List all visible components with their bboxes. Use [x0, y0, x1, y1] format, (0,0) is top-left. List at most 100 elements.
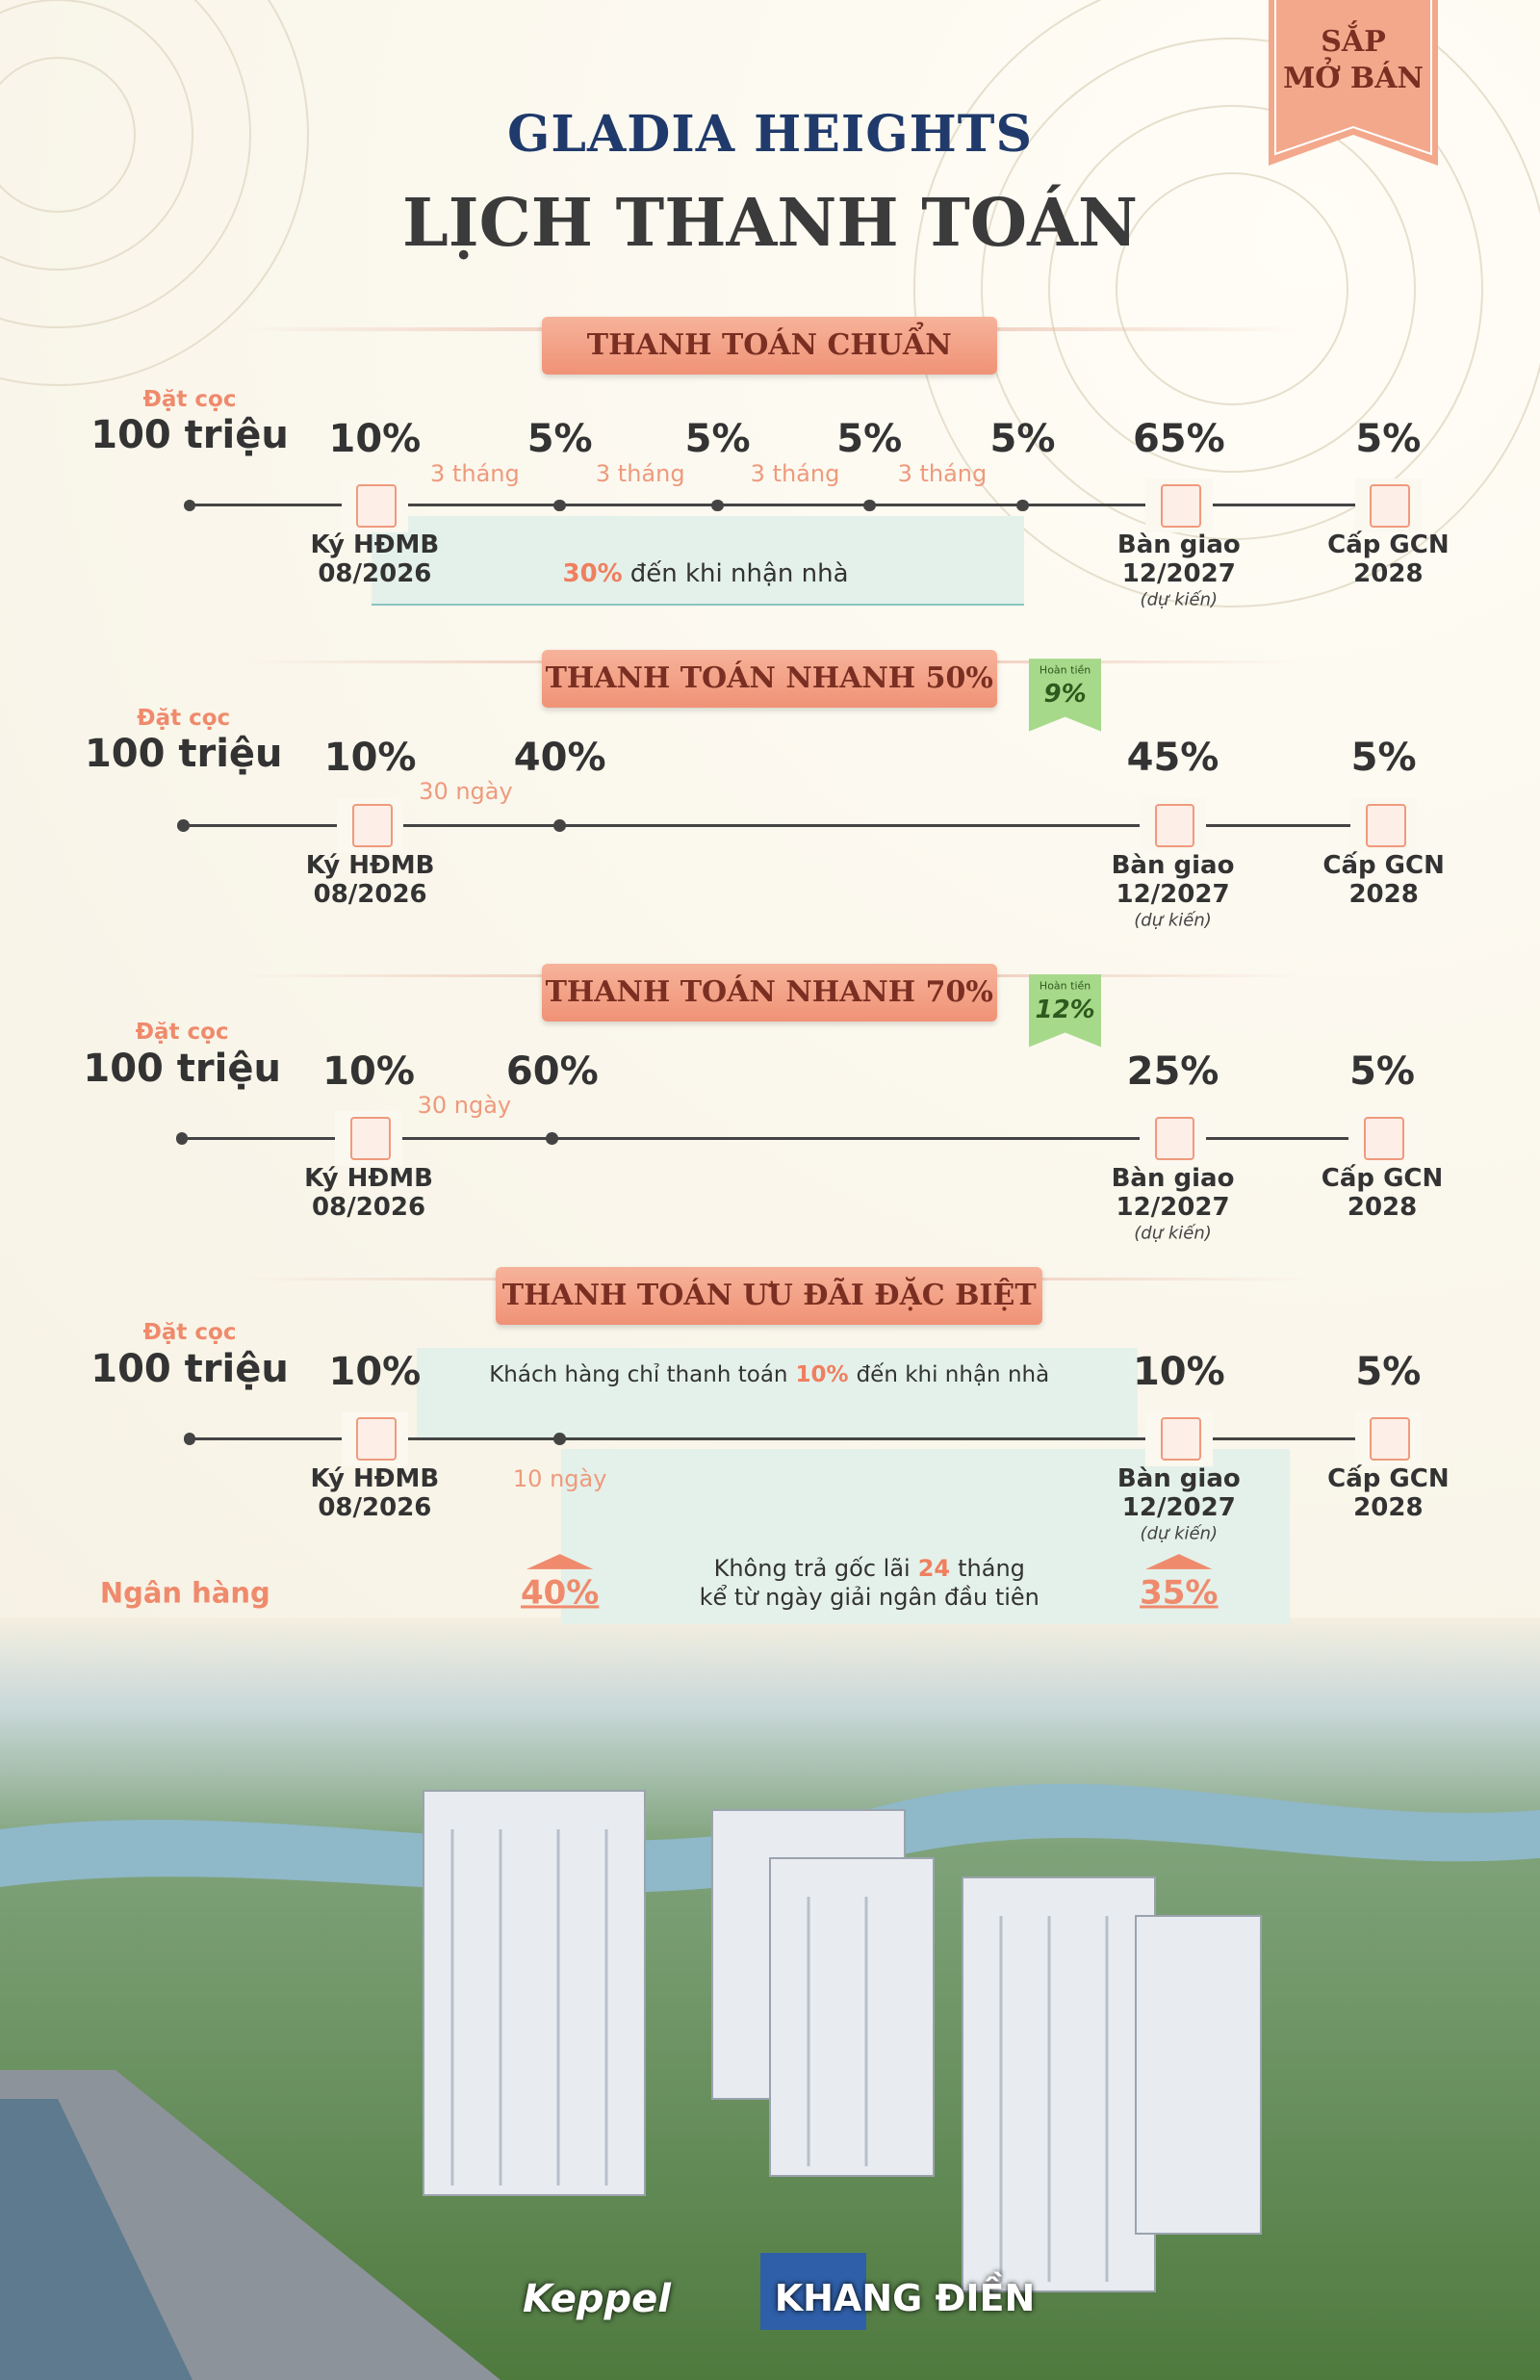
- stop-percent: 45%: [1126, 735, 1219, 780]
- logo-khang-dien: KHANG ĐIỀN: [774, 2277, 1036, 2320]
- stop-percent: 10%: [1132, 1350, 1225, 1395]
- stop-percent: 5%: [836, 416, 903, 461]
- stop-icon: [350, 1117, 391, 1161]
- note-text: đến khi nhận nhà: [629, 559, 849, 589]
- page-title: LỊCH THANH TOÁN: [401, 184, 1139, 262]
- deposit-amount: 100 triệu: [83, 1046, 281, 1091]
- bank-text: tháng: [958, 1555, 1025, 1583]
- badge-line: SẮP: [1321, 24, 1386, 59]
- interval: 10 ngày: [512, 1465, 607, 1493]
- stop-percent: 5%: [684, 416, 751, 461]
- interval: 30 ngày: [417, 1092, 512, 1120]
- stop-note: (dự kiến): [1134, 1223, 1212, 1244]
- bank-text: Không trả gốc lãi: [713, 1555, 911, 1583]
- stop-icon: [1370, 1417, 1411, 1462]
- stop-icon: [1154, 804, 1195, 848]
- timeline: [190, 504, 1389, 507]
- dot: [1016, 499, 1029, 512]
- dot: [183, 499, 196, 512]
- timeline: [183, 823, 1384, 828]
- deposit-label: Đặt cọc: [135, 1019, 229, 1045]
- stop-date: 2028: [1348, 880, 1419, 910]
- interval: 3 tháng: [595, 460, 685, 488]
- refund-value: 9%: [1043, 680, 1087, 710]
- stop-note: (dự kiến): [1140, 589, 1219, 610]
- bank-label: Ngân hàng: [99, 1576, 270, 1610]
- note-highlight: 30%: [562, 559, 623, 589]
- interval: 3 tháng: [897, 460, 988, 488]
- dot: [177, 819, 191, 832]
- bank-note: Không trả gốc lãi 24 tháng: [710, 1555, 1029, 1583]
- stop-note: (dự kiến): [1134, 910, 1212, 931]
- stop-date: 12/2027: [1121, 1492, 1236, 1522]
- note-band: [417, 1347, 1139, 1439]
- dot: [183, 1433, 196, 1445]
- interval: 30 ngày: [419, 778, 513, 806]
- plan-header: [496, 1267, 1042, 1326]
- bank-note-line2: kể từ ngày giải ngân đầu tiên: [699, 1584, 1040, 1612]
- stop-date: 2028: [1347, 1192, 1418, 1222]
- refund-label: Hoàn tiền: [1039, 979, 1091, 993]
- bank-band: [561, 1449, 1290, 1624]
- plan-title: THANH TOÁN CHUẨN: [586, 328, 952, 363]
- stop-icon: [356, 483, 398, 528]
- stop-label: Bàn giao: [1116, 530, 1241, 560]
- stop-icon: [1365, 804, 1406, 848]
- stop-label: Ký HĐMB: [310, 1463, 440, 1493]
- deposit-label: Đặt cọc: [142, 386, 237, 412]
- stop-date: 2028: [1353, 559, 1424, 589]
- stop-label: Cấp GCN: [1322, 851, 1445, 881]
- stop-label: Cấp GCN: [1327, 1463, 1450, 1493]
- stop-percent: 10%: [323, 735, 417, 780]
- stop-percent: 10%: [322, 1048, 415, 1094]
- stop-date: 08/2026: [318, 1492, 432, 1522]
- stop-note: (dự kiến): [1140, 1523, 1219, 1544]
- plan-title: THANH TOÁN NHANH 50%: [545, 660, 993, 695]
- dot: [711, 499, 724, 512]
- interval: 3 tháng: [430, 460, 520, 488]
- stop-label: Ký HĐMB: [305, 851, 435, 881]
- deposit-label: Đặt cọc: [137, 705, 231, 731]
- stop-icon: [1160, 1417, 1201, 1462]
- stop-date: 08/2026: [318, 559, 432, 589]
- stop-icon: [1364, 1117, 1404, 1161]
- note: Khách hàng chỉ thanh toán 10% đến khi nhận…: [485, 1362, 1053, 1387]
- deposit-amount: 100 triệu: [90, 413, 289, 458]
- stop-date: 12/2027: [1116, 1192, 1230, 1222]
- stop-date: 08/2026: [312, 1192, 426, 1222]
- plan-header: [541, 963, 997, 1022]
- plan-title: THANH TOÁN ƯU ĐÃI ĐẶC BIỆT: [501, 1278, 1037, 1312]
- plan-header: [541, 317, 997, 375]
- stop-percent: 65%: [1132, 416, 1225, 461]
- plan-header: [541, 649, 997, 708]
- refund-value: 12%: [1035, 995, 1095, 1024]
- stop-icon: [1160, 483, 1201, 528]
- bank-percent: 40%: [520, 1573, 600, 1613]
- stop-label: Ký HĐMB: [304, 1163, 433, 1193]
- note-highlight: 10%: [795, 1361, 849, 1387]
- dot: [862, 499, 876, 512]
- stop-date: 12/2027: [1116, 880, 1230, 910]
- dot: [553, 1433, 566, 1445]
- stop-percent: 5%: [1349, 1048, 1416, 1094]
- deposit-amount: 100 triệu: [90, 1346, 289, 1391]
- dot: [546, 1131, 559, 1145]
- stop-icon: [1370, 483, 1411, 528]
- dot: [553, 819, 566, 832]
- dot: [175, 1131, 189, 1145]
- note: 30% đến khi nhận nhà: [558, 560, 852, 589]
- bank-percent: 35%: [1140, 1573, 1219, 1613]
- stop-label: Cấp GCN: [1321, 1163, 1444, 1193]
- stop-label: Ký HĐMB: [310, 530, 440, 560]
- stop-percent: 40%: [513, 735, 606, 780]
- deposit-label: Đặt cọc: [142, 1319, 237, 1345]
- stop-icon: [1154, 1117, 1195, 1161]
- stop-percent: 5%: [526, 416, 593, 461]
- note-text: Khách hàng chỉ thanh toán: [489, 1361, 788, 1387]
- stop-percent: 25%: [1126, 1048, 1219, 1094]
- stop-percent: 5%: [1350, 735, 1417, 780]
- logo-keppel: Keppel: [522, 2277, 672, 2321]
- plan-title: THANH TOÁN NHANH 70%: [545, 974, 993, 1009]
- stop-percent: 5%: [989, 416, 1056, 461]
